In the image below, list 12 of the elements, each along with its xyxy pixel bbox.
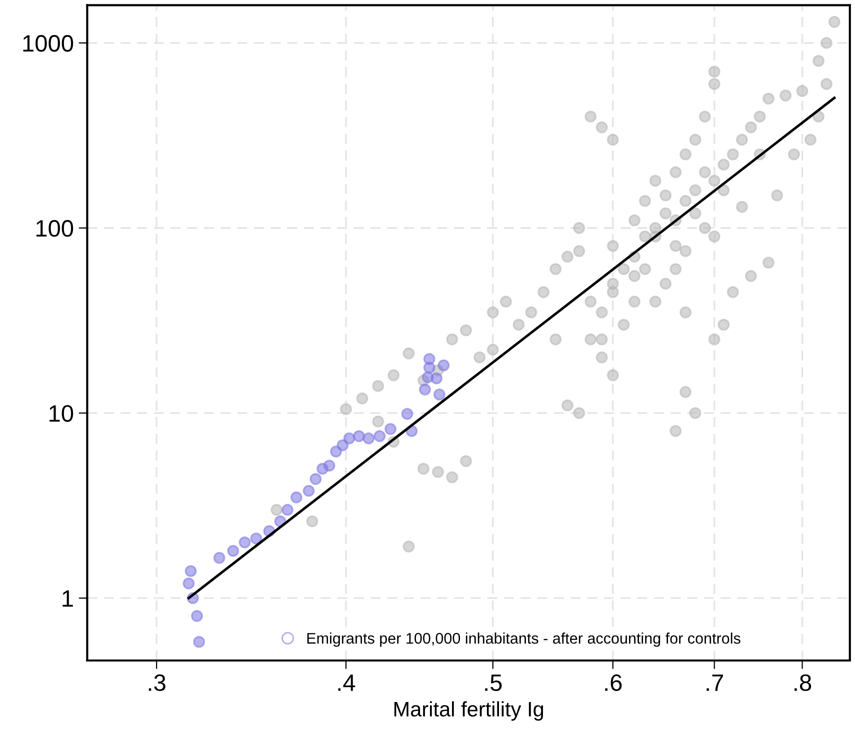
y-tick-label: 1 — [62, 590, 73, 607]
x-tick-label: .7 — [706, 674, 724, 691]
legend-label: Emigrants per 100,000 inhabitants - after accounting for controls — [307, 632, 740, 647]
x-tick-label: .6 — [605, 674, 622, 692]
x-tick-label: .8 — [794, 674, 812, 692]
y-tick-label: 1000 — [23, 35, 74, 52]
x-tick-label: .5 — [485, 674, 502, 692]
x-axis-title: Marital fertility Ig — [394, 701, 544, 721]
x-tick-label: .4 — [338, 674, 356, 691]
y-tick-label: 100 — [36, 220, 74, 237]
y-tick-label: 10 — [50, 405, 74, 422]
x-tick-label: .3 — [148, 674, 166, 692]
